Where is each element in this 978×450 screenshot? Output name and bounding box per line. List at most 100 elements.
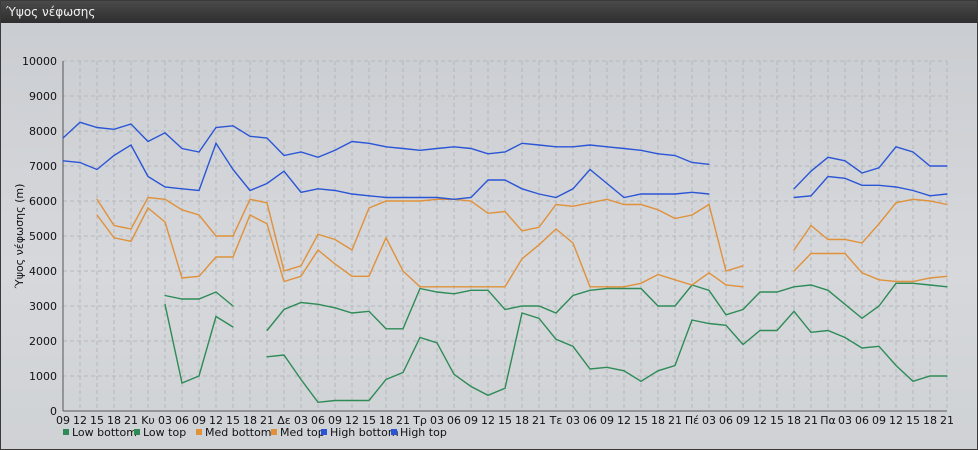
- legend-item[interactable]: Low bottom: [63, 426, 137, 439]
- data-point: [487, 394, 489, 396]
- data-point: [504, 210, 506, 213]
- data-point: [589, 289, 591, 291]
- legend-item[interactable]: High top: [391, 426, 447, 439]
- series-line: [164, 304, 947, 404]
- data-point: [691, 214, 693, 216]
- data-point: [946, 275, 948, 277]
- data-point: [521, 142, 523, 144]
- data-point: [198, 151, 200, 153]
- data-point: [572, 205, 574, 207]
- data-point: [283, 154, 285, 157]
- data-point: [640, 149, 642, 151]
- legend-item[interactable]: Med top: [271, 426, 325, 439]
- x-tick-label: 15: [770, 414, 784, 427]
- data-point: [385, 200, 387, 202]
- data-point: [181, 209, 183, 211]
- data-point: [946, 193, 948, 195]
- data-point: [402, 371, 404, 374]
- y-tick-label: 5000: [29, 230, 57, 243]
- data-point: [215, 142, 217, 144]
- data-point: [470, 385, 472, 388]
- x-tick-label: 06: [855, 414, 869, 427]
- x-tick-label: 15: [634, 414, 648, 427]
- data-point: [198, 298, 200, 300]
- x-tick-label: 06: [583, 414, 597, 427]
- x-tick-label: Τρ: [412, 414, 427, 427]
- series-high-top: [62, 121, 948, 190]
- data-point: [912, 280, 914, 283]
- data-point: [487, 153, 489, 155]
- y-tick-label: 8000: [29, 125, 57, 138]
- data-point: [232, 168, 234, 171]
- data-point: [708, 163, 710, 165]
- data-point: [249, 135, 251, 137]
- data-point: [368, 195, 370, 197]
- data-point: [827, 175, 829, 178]
- y-tick-label: 2000: [29, 335, 57, 348]
- data-point: [232, 305, 234, 307]
- data-point: [742, 343, 744, 346]
- y-tick-label: 4000: [29, 265, 57, 278]
- x-tick-label: 21: [668, 414, 682, 427]
- x-tick-label: Πέ: [685, 414, 699, 427]
- data-point: [555, 312, 557, 314]
- data-point: [79, 121, 81, 123]
- x-tick-label: 21: [532, 414, 546, 427]
- data-point: [419, 287, 421, 290]
- data-point: [62, 137, 64, 139]
- data-point: [742, 308, 744, 311]
- data-point: [96, 214, 98, 216]
- x-tick-label: 12: [617, 414, 631, 427]
- data-point: [96, 168, 98, 171]
- data-point: [266, 137, 268, 139]
- x-tick-label: 12: [481, 414, 495, 427]
- data-point: [895, 202, 897, 204]
- data-point: [266, 329, 268, 332]
- data-point: [793, 310, 795, 312]
- data-point: [130, 228, 132, 230]
- data-point: [436, 342, 438, 344]
- data-point: [453, 286, 455, 288]
- data-point: [215, 235, 217, 237]
- data-point: [674, 154, 676, 157]
- data-point: [844, 238, 846, 241]
- data-point: [606, 198, 608, 200]
- data-point: [453, 373, 455, 375]
- data-point: [827, 156, 829, 158]
- data-point: [555, 203, 557, 206]
- data-point: [878, 305, 880, 307]
- data-point: [623, 287, 625, 290]
- y-axis-label: Ύψος νέφωσης (m): [13, 184, 26, 290]
- data-point: [793, 249, 795, 251]
- data-point: [164, 221, 166, 223]
- data-point: [861, 242, 863, 244]
- data-point: [691, 284, 693, 286]
- data-point: [827, 289, 829, 291]
- data-point: [368, 142, 370, 144]
- data-point: [96, 198, 98, 200]
- data-point: [555, 196, 557, 199]
- legend[interactable]: Low bottom Low top Med bottom Med top High b…: [63, 426, 447, 439]
- data-point: [266, 202, 268, 204]
- data-point: [555, 338, 557, 340]
- legend-item[interactable]: Med bottom: [196, 426, 272, 439]
- data-point: [283, 270, 285, 272]
- legend-swatch: [391, 429, 397, 435]
- y-tick-label: 3000: [29, 300, 57, 313]
- legend-item[interactable]: High bottom: [321, 426, 399, 439]
- data-point: [946, 203, 948, 206]
- data-point: [198, 189, 200, 192]
- x-tick-label: 21: [804, 414, 818, 427]
- data-point: [623, 147, 625, 150]
- data-point: [742, 265, 744, 267]
- data-point: [572, 242, 574, 244]
- legend-item[interactable]: Low top: [134, 426, 186, 439]
- data-point: [861, 184, 863, 186]
- data-point: [640, 193, 642, 195]
- data-point: [725, 314, 727, 316]
- legend-label: Low bottom: [72, 426, 137, 439]
- data-point: [164, 186, 166, 188]
- data-point: [300, 378, 302, 381]
- data-point: [215, 291, 217, 293]
- series-low-top: [164, 282, 948, 332]
